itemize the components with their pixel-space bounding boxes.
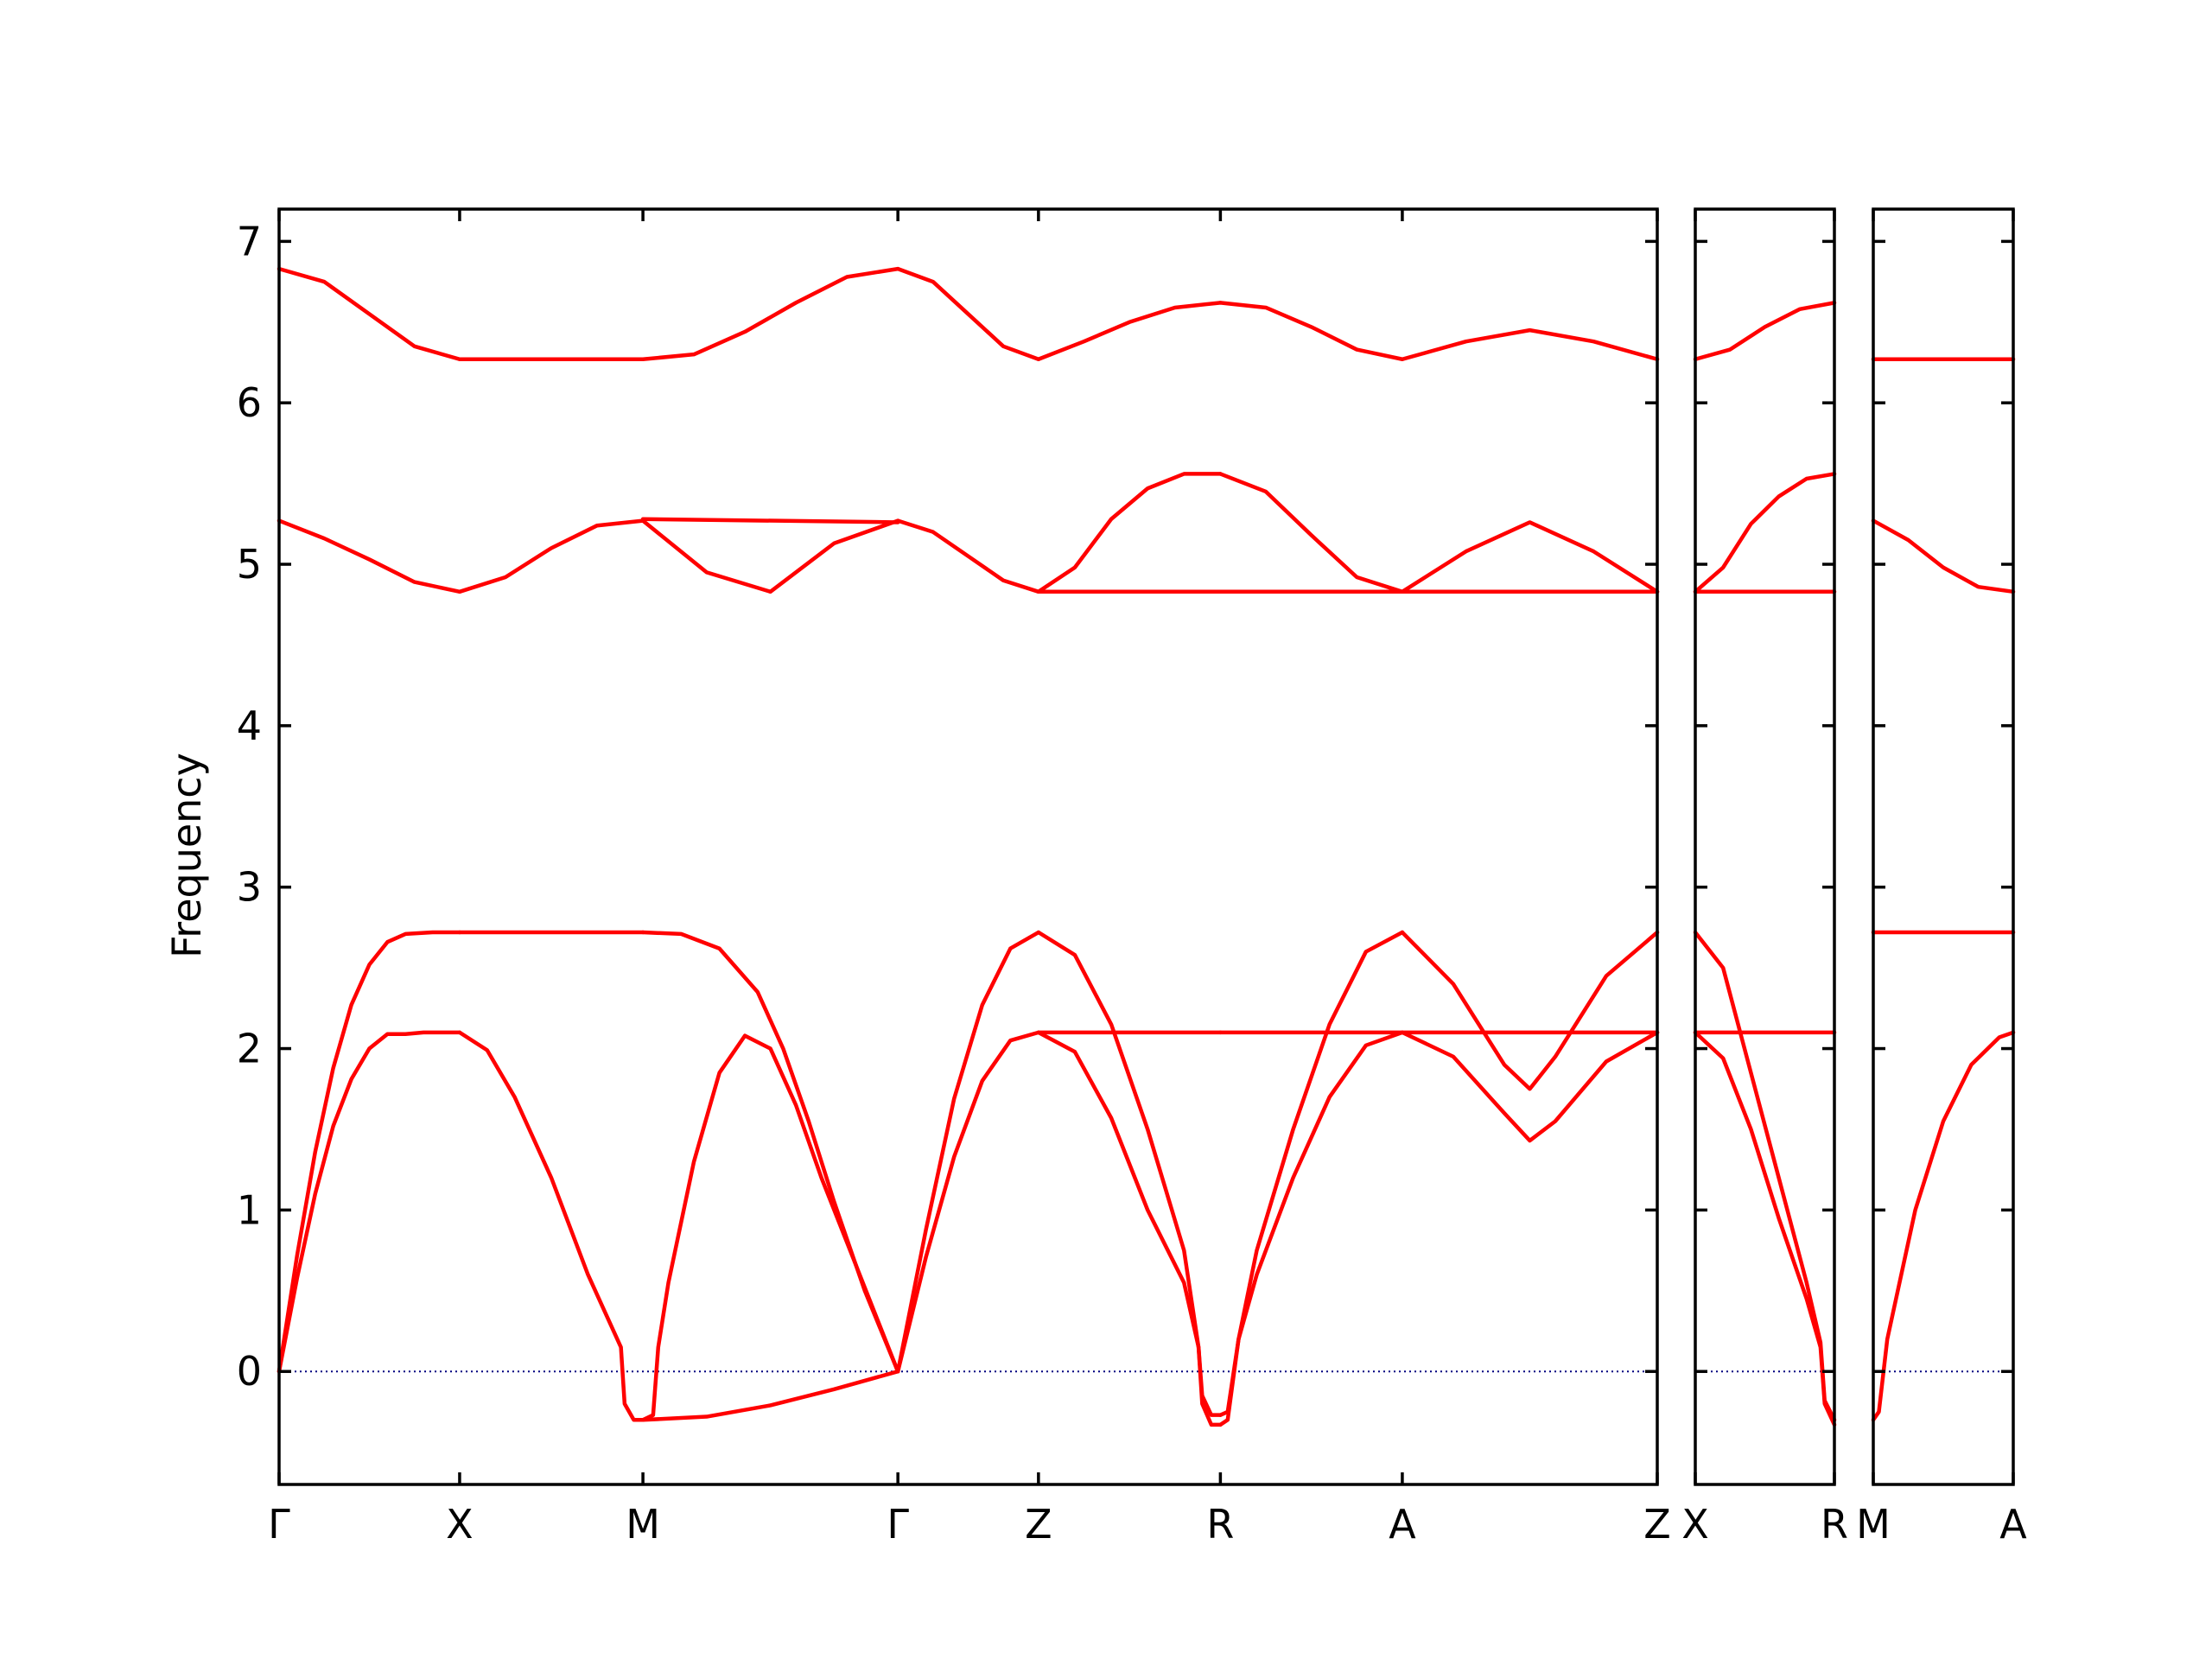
panel-1: 0 1 2 3 4 5 6 7 Γ X M Γ Z R A Z — [237, 207, 1671, 1548]
y-tick-label: 7 — [237, 218, 262, 264]
band-3-1-1 — [1871, 1030, 2016, 1422]
y-axis-label: Frequency — [163, 753, 210, 958]
x-tick-label: X — [446, 1501, 474, 1548]
band-1-4-4 — [895, 266, 1041, 362]
x-tick-label: R — [1821, 1501, 1848, 1548]
band-1-4-1 — [895, 1030, 1041, 1374]
x-tick-label: Γ — [887, 1501, 909, 1548]
band-3-1-3 — [1871, 518, 2016, 594]
band-1-3-2 — [640, 1033, 900, 1422]
x-tick-label: Z — [1025, 1501, 1052, 1548]
band-1-5-4 — [1036, 472, 1223, 594]
band-2-1-6 — [1693, 301, 1837, 362]
band-1-3-1 — [640, 1369, 900, 1422]
x-tick-label: R — [1206, 1501, 1234, 1548]
band-1-4-3 — [895, 518, 1041, 594]
y-tick-label: 6 — [237, 379, 262, 426]
x-tick-label: A — [1389, 1501, 1416, 1548]
x-tick-label: M — [1856, 1501, 1891, 1548]
band-1-6-6 — [1218, 301, 1405, 362]
y-tick-label: 4 — [237, 702, 262, 749]
x-tick-label: Γ — [268, 1501, 290, 1548]
y-tick-label: 2 — [237, 1026, 262, 1072]
band-1-1-3 — [276, 518, 462, 594]
band-1-6-4 — [1218, 472, 1405, 594]
band-1-7-6 — [1400, 327, 1660, 362]
panel-frame — [1694, 207, 1836, 1486]
band-2-1-1 — [1693, 1030, 1837, 1427]
y-tick-label: 5 — [237, 541, 262, 588]
band-1-5-1 — [1036, 1030, 1223, 1417]
band-1-5-6 — [1036, 301, 1223, 362]
band-1-3-5 — [640, 517, 900, 524]
y-tick-label: 1 — [237, 1186, 262, 1233]
band-1-6-2 — [1218, 930, 1405, 1427]
band-1-2-1 — [457, 1030, 645, 1422]
x-tick-label: A — [1999, 1501, 2027, 1548]
panel-frame — [277, 207, 1659, 1486]
band-1-1-1 — [276, 1030, 462, 1374]
band-1-3-3 — [640, 930, 900, 1374]
x-tick-label: Z — [1643, 1501, 1671, 1548]
y-tick-label: 0 — [237, 1348, 262, 1395]
panel-frame — [1872, 207, 2015, 1486]
band-1-6-1 — [1218, 1030, 1405, 1417]
band-1-5-2 — [1036, 930, 1223, 1427]
band-1-7-4 — [1400, 520, 1660, 594]
band-1-4-2 — [895, 930, 1041, 1374]
y-tick-label: 3 — [237, 864, 262, 911]
band-1-3-6 — [640, 266, 900, 362]
x-tick-label: X — [1681, 1501, 1709, 1548]
band-2-1-2 — [1693, 930, 1837, 1422]
x-tick-label: M — [626, 1501, 660, 1548]
band-2-1-4 — [1693, 472, 1837, 594]
band-1-1-2 — [276, 930, 462, 1374]
band-1-3-4 — [640, 518, 900, 594]
band-1-1-4 — [276, 266, 462, 362]
band-1-7-2 — [1400, 930, 1660, 1091]
band-1-2-3 — [457, 518, 645, 594]
band-1-7-1 — [1400, 1030, 1660, 1143]
